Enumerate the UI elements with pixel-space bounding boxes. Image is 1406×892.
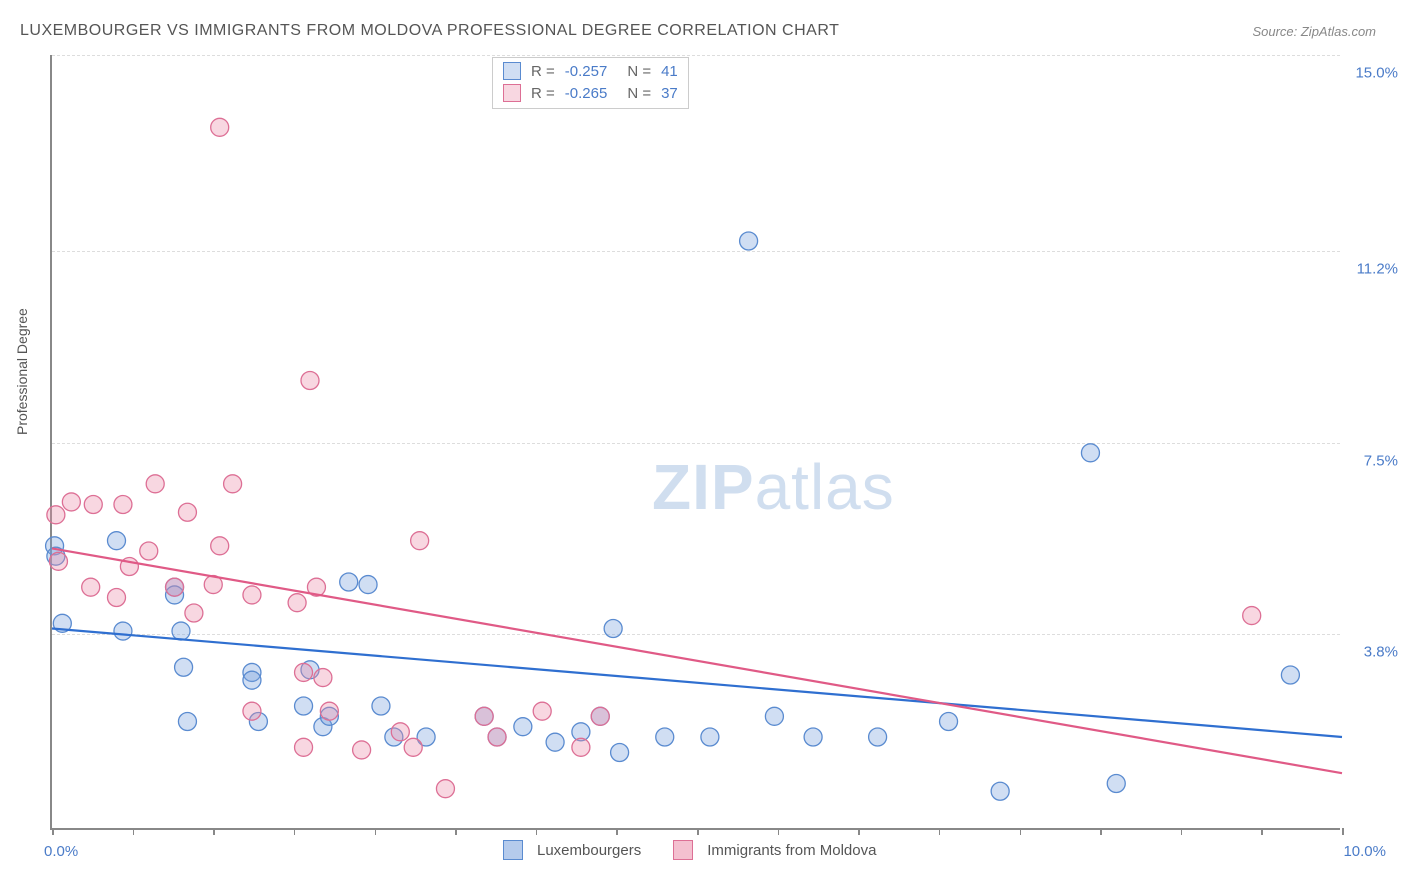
scatter-point [49,552,67,570]
scatter-point [301,372,319,390]
scatter-point [295,697,313,715]
scatter-point [172,622,190,640]
scatter-svg [52,55,1340,828]
scatter-point [108,589,126,607]
chart-container: LUXEMBOURGER VS IMMIGRANTS FROM MOLDOVA … [0,0,1406,892]
scatter-point [243,586,261,604]
scatter-point [314,669,332,687]
scatter-point [804,728,822,746]
x-tick [133,828,135,835]
chart-title: LUXEMBOURGER VS IMMIGRANTS FROM MOLDOVA … [20,22,839,40]
scatter-point [295,663,313,681]
scatter-point [475,707,493,725]
x-tick [536,828,538,835]
scatter-point [488,728,506,746]
scatter-point [533,702,551,720]
y-tick-label: 3.8% [1364,643,1398,660]
x-tick [1181,828,1183,835]
legend-swatch [673,840,693,860]
scatter-point [243,671,261,689]
scatter-point [243,702,261,720]
scatter-point [604,620,622,638]
legend-series-label: Luxembourgers [537,842,641,859]
x-tick [1020,828,1022,835]
scatter-point [765,707,783,725]
scatter-point [740,232,758,250]
scatter-point [185,604,203,622]
scatter-point [991,782,1009,800]
scatter-point [404,738,422,756]
scatter-point [114,622,132,640]
scatter-point [224,475,242,493]
x-tick [294,828,296,835]
scatter-point [140,542,158,560]
x-tick [1100,828,1102,835]
scatter-point [656,728,674,746]
scatter-point [940,713,958,731]
scatter-point [1281,666,1299,684]
x-tick [939,828,941,835]
scatter-point [359,576,377,594]
scatter-point [211,537,229,555]
y-tick-label: 7.5% [1364,452,1398,469]
x-tick [52,828,54,835]
trend-line [52,548,1342,773]
scatter-point [178,713,196,731]
scatter-point [295,738,313,756]
scatter-point [340,573,358,591]
x-tick [455,828,457,835]
scatter-point [436,780,454,798]
scatter-point [84,496,102,514]
x-axis-max-label: 10.0% [1343,843,1386,860]
plot-area: ZIPatlas R =-0.257N =41R =-0.265N =37 3.… [50,55,1340,830]
legend-swatch [503,840,523,860]
scatter-point [166,578,184,596]
x-tick [616,828,618,835]
scatter-point [146,475,164,493]
x-tick [697,828,699,835]
scatter-point [1107,775,1125,793]
y-axis-label: Professional Degree [14,308,30,435]
scatter-point [47,506,65,524]
scatter-point [175,658,193,676]
scatter-point [114,496,132,514]
x-axis-min-label: 0.0% [44,843,78,860]
x-tick [375,828,377,835]
scatter-point [353,741,371,759]
scatter-point [211,118,229,136]
scatter-point [869,728,887,746]
scatter-point [320,702,338,720]
y-tick-label: 11.2% [1357,261,1398,278]
scatter-point [514,718,532,736]
scatter-point [1081,444,1099,462]
scatter-point [1243,607,1261,625]
scatter-point [178,503,196,521]
x-tick [213,828,215,835]
scatter-point [372,697,390,715]
scatter-point [611,744,629,762]
scatter-point [411,532,429,550]
legend-series-label: Immigrants from Moldova [707,842,876,859]
scatter-point [546,733,564,751]
x-tick [1342,828,1344,835]
scatter-point [82,578,100,596]
x-tick [778,828,780,835]
series-legend: Luxembourgers Immigrants from Moldova [503,840,894,860]
scatter-point [591,707,609,725]
y-tick-label: 15.0% [1355,65,1398,82]
scatter-point [62,493,80,511]
scatter-point [108,532,126,550]
scatter-point [288,594,306,612]
scatter-point [701,728,719,746]
scatter-point [391,723,409,741]
source-attribution: Source: ZipAtlas.com [1252,24,1376,39]
scatter-point [572,738,590,756]
x-tick [1261,828,1263,835]
x-tick [858,828,860,835]
